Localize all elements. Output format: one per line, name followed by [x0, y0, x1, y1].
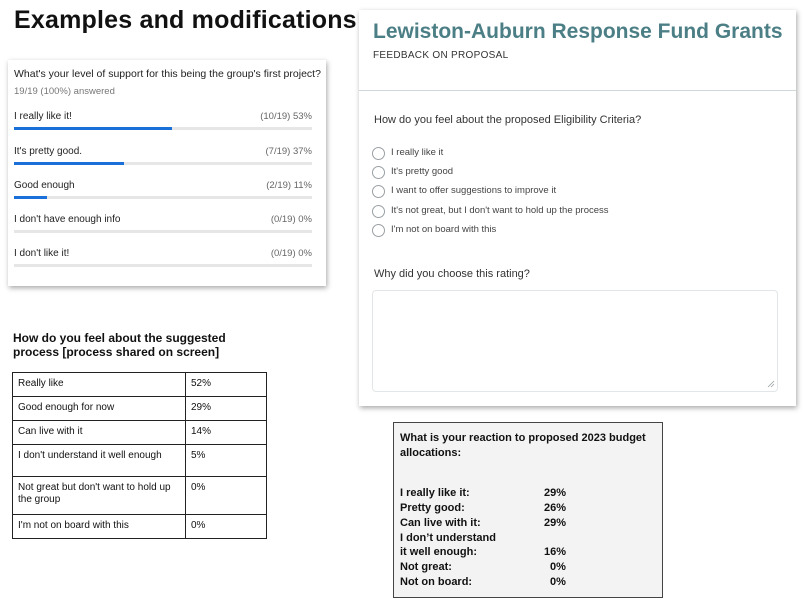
poll-option: Good enough (2/19) 11% — [14, 180, 312, 208]
poll-option: I really like it! (10/19) 53% — [14, 111, 312, 139]
table-cell-label: Can live with it — [12, 420, 186, 445]
page-heading: Examples and modifications: — [14, 6, 366, 34]
table-row: I don't understand it well enough 5% — [12, 444, 267, 477]
budget-row-label: I really like it: — [400, 487, 470, 499]
eligibility-question: How do you feel about the proposed Eligi… — [374, 114, 642, 126]
budget-row-label: Not great: — [400, 561, 452, 573]
budget-row-label: it well enough: — [400, 546, 477, 558]
budget-row-label: Not on board: — [400, 576, 473, 588]
table-row: Really like 52% — [12, 372, 267, 397]
radio-button[interactable] — [372, 185, 385, 198]
radio-option-label[interactable]: I really like it — [391, 147, 444, 158]
poll-option-label: Good enough — [14, 180, 75, 191]
table-row: I'm not on board with this 0% — [12, 514, 267, 539]
form-title: Lewiston-Auburn Response Fund Grants — [373, 20, 783, 43]
feedback-form-card: Lewiston-Auburn Response Fund Grants FEE… — [359, 10, 796, 406]
poll-option: I don't have enough info (0/19) 0% — [14, 214, 312, 242]
table-cell-value: 52% — [185, 372, 267, 397]
radio-button[interactable] — [372, 147, 385, 160]
radio-button[interactable] — [372, 224, 385, 237]
rating-reason-question: Why did you choose this rating? — [374, 268, 530, 280]
table-cell-label: Good enough for now — [12, 396, 186, 421]
poll-option: I don't like it! (0/19) 0% — [14, 248, 312, 276]
budget-row-value: 29% — [544, 517, 567, 529]
table-row: Good enough for now 29% — [12, 396, 267, 421]
resize-handle-icon[interactable] — [767, 380, 775, 388]
table-row: Can live with it 14% — [12, 420, 267, 445]
poll-option-label: I don't like it! — [14, 248, 70, 259]
budget-row-value: 26% — [544, 502, 567, 514]
poll-bar-track — [14, 230, 312, 233]
radio-option-label[interactable]: I want to offer suggestions to improve i… — [391, 185, 557, 196]
radio-option-label[interactable]: It's not great, but I don't want to hold… — [391, 205, 609, 216]
poll-option-stat: (0/19) 0% — [270, 214, 312, 225]
radio-option-label[interactable]: It's pretty good — [391, 166, 454, 177]
table-cell-label: Really like — [12, 372, 186, 397]
poll-bar-fill — [14, 127, 172, 130]
radio-button[interactable] — [372, 205, 385, 218]
budget-row-value: 29% — [544, 487, 567, 499]
poll-bar-track — [14, 264, 312, 267]
poll-option-label: It's pretty good. — [14, 146, 83, 157]
budget-row-label: I don’t understand — [400, 532, 496, 544]
budget-row-value: 0% — [550, 576, 566, 588]
form-subtitle: FEEDBACK ON PROPOSAL — [373, 50, 509, 61]
table-cell-value: 0% — [185, 514, 267, 539]
radio-button[interactable] — [372, 166, 385, 179]
budget-question-heading: What is your reaction to proposed 2023 b… — [400, 432, 646, 459]
poll-option: It's pretty good. (7/19) 37% — [14, 146, 312, 174]
poll-question: What's your level of support for this be… — [14, 68, 321, 80]
table-cell-value: 14% — [185, 420, 267, 445]
poll-bar-track — [14, 196, 312, 199]
budget-row-label: Can live with it: — [400, 517, 481, 529]
budget-reaction-box: What is your reaction to proposed 2023 b… — [393, 422, 663, 598]
poll-bar-fill — [14, 162, 125, 165]
form-divider — [359, 90, 796, 91]
poll-bar-fill — [14, 196, 47, 199]
table-cell-label: I'm not on board with this — [12, 514, 186, 539]
budget-row-label: Pretty good: — [400, 502, 465, 514]
budget-row-value: 16% — [544, 546, 567, 558]
poll-results-card: What's your level of support for this be… — [8, 60, 326, 286]
poll-option-stat: (2/19) 11% — [266, 180, 312, 191]
budget-row-value: 0% — [550, 561, 566, 573]
table-row: Not great but don't want to hold up the … — [12, 476, 267, 515]
poll-bar-track — [14, 127, 312, 130]
rating-reason-textarea[interactable] — [372, 290, 778, 392]
table-cell-label: I don't understand it well enough — [12, 444, 186, 477]
poll-option-stat: (10/19) 53% — [260, 111, 312, 122]
table-cell-value: 0% — [185, 476, 267, 515]
poll-answered-count: 19/19 (100%) answered — [14, 86, 115, 97]
poll-bar-track — [14, 162, 312, 165]
table-cell-value: 5% — [185, 444, 267, 477]
table-cell-label: Not great but don't want to hold up the … — [12, 476, 186, 515]
table-cell-value: 29% — [185, 396, 267, 421]
radio-option-label[interactable]: I'm not on board with this — [391, 224, 497, 235]
process-question-heading: How do you feel about the suggested proc… — [13, 331, 226, 359]
poll-option-stat: (7/19) 37% — [265, 146, 312, 157]
process-results-table: Really like 52% Good enough for now 29% … — [12, 372, 267, 539]
poll-option-label: I don't have enough info — [14, 214, 121, 225]
poll-option-label: I really like it! — [14, 111, 72, 122]
poll-option-stat: (0/19) 0% — [270, 248, 312, 259]
